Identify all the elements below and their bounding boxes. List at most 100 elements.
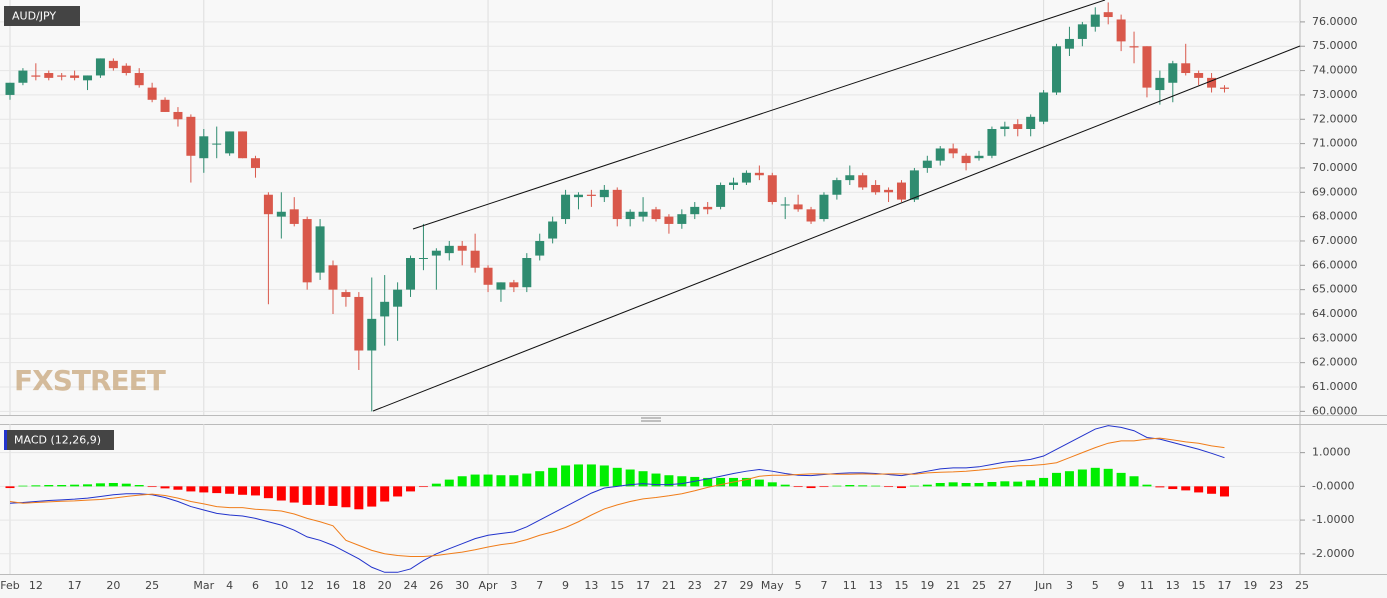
histogram-bar [57, 485, 67, 487]
candle-body [651, 209, 661, 220]
candle-body [483, 267, 493, 285]
candle-body [1000, 126, 1010, 130]
candle-body [418, 258, 428, 260]
candle-body [160, 99, 170, 112]
candle-body [250, 158, 260, 168]
histogram-bar [1155, 486, 1165, 488]
histogram-bar [625, 469, 635, 487]
candle-body [108, 60, 118, 69]
histogram-bar [393, 486, 403, 497]
y-tick-label: 71.0000 [1312, 137, 1358, 150]
candle-body [276, 211, 286, 217]
candle-body [987, 129, 997, 156]
histogram-bar [548, 467, 558, 487]
x-tick-label: 27 [998, 579, 1012, 592]
x-tick-label: 15 [894, 579, 908, 592]
histogram-bar [535, 471, 545, 487]
candle-body [121, 65, 131, 74]
histogram-bar [1000, 481, 1010, 487]
x-tick-label: May [761, 579, 784, 592]
histogram-bar [522, 473, 532, 487]
histogram-bar [406, 486, 416, 492]
histogram-bar [1168, 486, 1178, 490]
candle-body [871, 184, 881, 193]
y-tick-label: -2.0000 [1312, 547, 1354, 560]
y-tick-label: 63.0000 [1312, 331, 1358, 344]
candle-body [896, 182, 906, 200]
x-tick-label: 17 [636, 579, 650, 592]
candle-body [367, 318, 377, 351]
histogram-bar [1013, 481, 1023, 487]
y-tick-label: 61.0000 [1312, 380, 1358, 393]
histogram-bar [832, 485, 842, 487]
histogram-bar [225, 486, 235, 494]
histogram-bar [18, 485, 28, 487]
histogram-bar [573, 464, 583, 487]
histogram-bar [444, 479, 454, 487]
histogram-bar [612, 467, 622, 487]
price-panel [0, 0, 1300, 415]
histogram-bar [315, 486, 325, 505]
x-tick-label: 15 [1192, 579, 1206, 592]
histogram-bar [1194, 486, 1204, 493]
candle-body [716, 184, 726, 207]
x-tick-label: 20 [106, 579, 120, 592]
histogram-bar [431, 483, 441, 487]
candle-body [134, 73, 144, 86]
y-tick-label: 76.0000 [1312, 15, 1358, 28]
histogram-bar [147, 486, 157, 488]
histogram-bar [160, 486, 170, 489]
y-tick-label: 75.0000 [1312, 39, 1358, 52]
histogram-bar [212, 486, 222, 494]
candle-body [496, 282, 506, 290]
histogram-bar [1090, 467, 1100, 487]
histogram-bar [380, 486, 390, 502]
candle-body [935, 148, 945, 161]
x-tick-label: 12 [29, 579, 43, 592]
y-tick-label: 1.0000 [1312, 446, 1351, 459]
histogram-bar [44, 485, 54, 487]
histogram-bar [5, 486, 15, 489]
histogram-bar [845, 485, 855, 487]
candle-body [729, 182, 739, 185]
candle-body [612, 189, 622, 220]
x-tick-label: Jun [1034, 579, 1052, 592]
x-tick-label: 17 [68, 579, 82, 592]
x-tick-label: 26 [429, 579, 443, 592]
candle-body [573, 194, 583, 198]
candle-body [1207, 77, 1217, 88]
x-tick-label: 25 [145, 579, 159, 592]
histogram-bar [586, 464, 596, 487]
histogram-bar [974, 482, 984, 487]
candle-body [522, 258, 532, 288]
histogram-bar [341, 486, 351, 508]
histogram-bar [1077, 469, 1087, 487]
x-tick-label: 10 [274, 579, 288, 592]
x-tick-label: 21 [662, 579, 676, 592]
candle-body [1142, 46, 1152, 88]
histogram-bar [948, 482, 958, 487]
resize-grip[interactable] [641, 417, 661, 422]
candle-body [793, 204, 803, 210]
x-tick-label: 20 [378, 579, 392, 592]
logo: FXSTREET [14, 364, 166, 397]
x-tick-label: 23 [1269, 579, 1283, 592]
histogram-bar [70, 484, 80, 487]
y-tick-label: 72.0000 [1312, 112, 1358, 125]
candle-body [703, 206, 713, 210]
x-tick-label: 29 [739, 579, 753, 592]
histogram-bar [276, 486, 286, 501]
x-tick-label: 23 [688, 579, 702, 592]
y-tick-label: -0.0000 [1312, 479, 1354, 492]
candle-body [341, 292, 351, 297]
histogram-bar [858, 485, 868, 487]
x-tick-label: Mar [193, 579, 214, 592]
candle-body [690, 206, 700, 215]
histogram-bar [302, 486, 312, 505]
histogram-bar [1039, 477, 1049, 487]
candle-body [767, 175, 777, 203]
histogram-bar [1207, 486, 1217, 494]
histogram-bar [780, 484, 790, 487]
candle-body [1155, 77, 1165, 91]
y-tick-label: 73.0000 [1312, 88, 1358, 101]
